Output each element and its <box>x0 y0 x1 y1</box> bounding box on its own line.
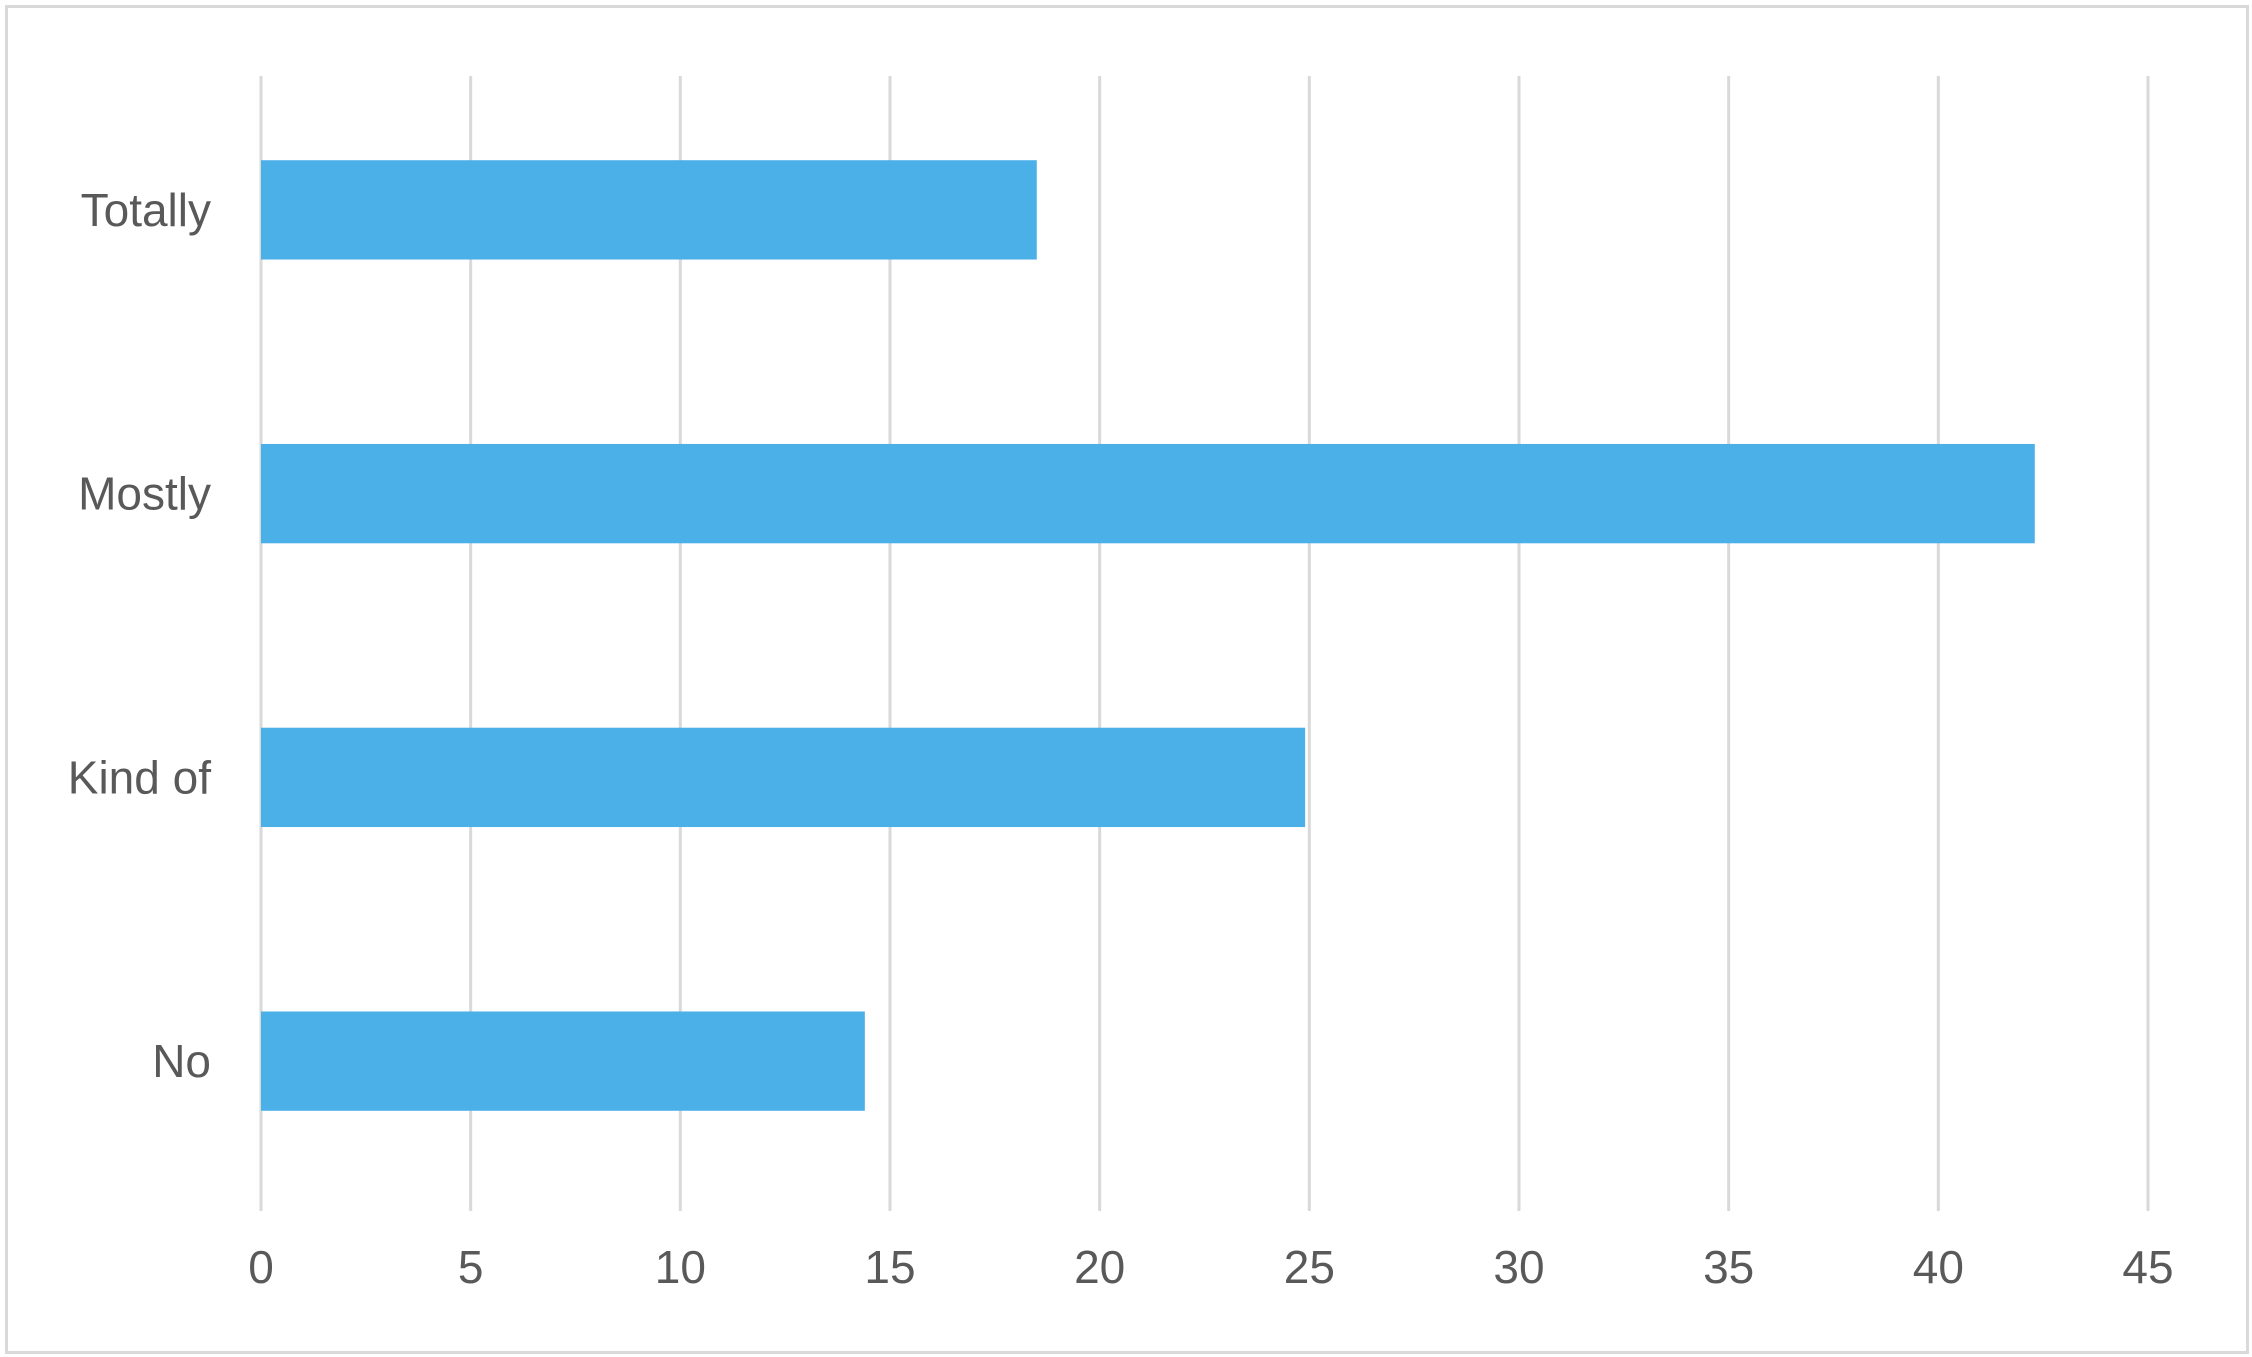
category-label-kind-of: Kind of <box>68 751 211 803</box>
x-tick-label-30: 30 <box>1493 1241 1544 1293</box>
x-tick-label-5: 5 <box>458 1241 484 1293</box>
bar-kind-of <box>261 727 1306 828</box>
bar-totally <box>261 160 1037 260</box>
bars <box>261 160 2035 1111</box>
chart-frame: Totally Mostly Kind of No 0 5 10 15 20 25 30 35 40 4… <box>5 5 2249 1354</box>
x-tick-label-20: 20 <box>1074 1241 1125 1293</box>
x-tick-labels: 0 5 10 15 20 25 30 35 40 45 <box>248 1241 2173 1293</box>
x-tick-label-45: 45 <box>2122 1241 2173 1293</box>
x-tick-label-0: 0 <box>248 1241 274 1293</box>
bar-mostly <box>261 443 2035 544</box>
x-tick-label-35: 35 <box>1703 1241 1754 1293</box>
category-labels: Totally Mostly Kind of No <box>68 184 211 1087</box>
category-label-mostly: Mostly <box>78 468 211 520</box>
x-tick-label-25: 25 <box>1284 1241 1335 1293</box>
x-tick-label-40: 40 <box>1913 1241 1964 1293</box>
category-label-no: No <box>152 1035 211 1087</box>
bar-no <box>261 1011 865 1111</box>
gridlines <box>259 76 2150 1211</box>
x-tick-label-10: 10 <box>655 1241 706 1293</box>
x-tick-label-15: 15 <box>864 1241 915 1293</box>
bar-chart: Totally Mostly Kind of No 0 5 10 15 20 25 30 35 40 4… <box>68 76 2174 1293</box>
category-label-totally: Totally <box>81 184 211 236</box>
